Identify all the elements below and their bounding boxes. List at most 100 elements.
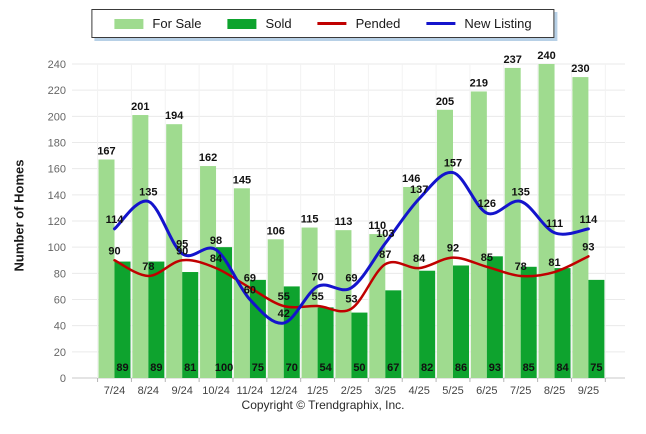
value-label-new-listing: 157 — [444, 158, 462, 170]
value-label-for-sale: 205 — [436, 96, 454, 108]
sold-bar — [520, 266, 537, 378]
sold-bar — [114, 261, 131, 378]
month-label: 7/25 — [510, 385, 531, 397]
value-label-new-listing: 114 — [580, 214, 599, 226]
for-sale-bar — [267, 239, 284, 378]
month-label: 11/24 — [237, 385, 264, 397]
value-label-for-sale: 201 — [131, 101, 149, 113]
value-label-pended: 55 — [278, 291, 290, 303]
for-sale-bar — [403, 186, 420, 378]
value-label-pended: 84 — [413, 253, 426, 265]
y-tick-label: 20 — [54, 347, 66, 359]
value-label-pended: 78 — [142, 261, 154, 273]
sold-bar — [317, 307, 334, 378]
month-label: 6/25 — [476, 385, 497, 397]
for-sale-bar — [538, 64, 555, 378]
value-label-pended: 85 — [481, 252, 493, 264]
value-label-sold: 82 — [421, 362, 433, 374]
legend-item-new-listing: New Listing — [426, 16, 532, 31]
value-label-sold: 84 — [556, 362, 569, 374]
legend-item-sold: Sold — [227, 16, 292, 31]
value-label-sold: 75 — [252, 362, 264, 374]
value-label-pended: 81 — [548, 257, 560, 269]
for-sale-bar — [369, 234, 386, 378]
y-tick-label: 240 — [48, 59, 66, 71]
value-label-sold: 100 — [215, 362, 233, 374]
sold-bar — [216, 247, 233, 378]
y-tick-label: 220 — [48, 85, 66, 97]
pended-line — [113, 255, 590, 313]
legend-label: Pended — [355, 16, 401, 31]
value-label-pended: 92 — [447, 243, 459, 255]
value-label-pended: 90 — [176, 245, 188, 257]
month-label: 8/24 — [138, 385, 159, 397]
value-label-for-sale: 237 — [504, 54, 522, 66]
y-tick-label: 120 — [48, 216, 66, 228]
copyright-text: Copyright © Trendgraphix, Inc. — [241, 398, 405, 412]
value-label-for-sale: 115 — [301, 214, 319, 226]
for-sale-bar — [98, 159, 115, 378]
sold-bar — [453, 265, 469, 378]
value-label-pended: 93 — [582, 241, 594, 253]
month-label: 9/25 — [578, 385, 599, 397]
value-label-for-sale: 219 — [470, 77, 488, 89]
legend-label: Sold — [265, 16, 292, 31]
sold-bar — [182, 272, 199, 378]
value-label-new-listing: 103 — [376, 228, 394, 240]
value-label-pended: 53 — [345, 294, 357, 306]
sold-bar — [588, 279, 605, 378]
value-label-new-listing: 135 — [139, 186, 157, 198]
value-label-new-listing: 126 — [478, 198, 496, 210]
y-tick-label: 60 — [54, 295, 66, 307]
month-label: 8/25 — [544, 385, 565, 397]
value-label-sold: 86 — [455, 362, 467, 374]
new-listing-line — [113, 171, 590, 325]
value-label-for-sale: 194 — [165, 110, 184, 122]
y-tick-label: 100 — [48, 242, 66, 254]
month-label: 9/24 — [171, 385, 192, 397]
value-label-sold: 85 — [523, 362, 535, 374]
value-label-for-sale: 162 — [199, 152, 217, 164]
value-label-pended: 69 — [244, 273, 256, 285]
legend-item-for-sale: For Sale — [114, 16, 202, 31]
y-tick-label: 160 — [48, 164, 66, 176]
y-axis-title: Number of Homes — [11, 159, 27, 272]
value-label-for-sale: 146 — [402, 173, 420, 185]
month-label: 10/24 — [202, 385, 230, 397]
value-label-sold: 50 — [353, 362, 365, 374]
legend-label: For Sale — [152, 16, 202, 31]
value-label-for-sale: 106 — [267, 225, 285, 237]
value-label-for-sale: 240 — [537, 50, 555, 62]
value-label-sold: 54 — [319, 362, 332, 374]
value-label-sold: 70 — [286, 362, 298, 374]
value-label-new-listing: 114 — [106, 214, 125, 226]
value-label-sold: 81 — [184, 362, 196, 374]
legend-line-icon-2 — [317, 22, 347, 25]
value-label-new-listing: 135 — [512, 186, 530, 198]
value-label-new-listing: 60 — [244, 285, 256, 297]
value-label-new-listing: 95 — [176, 239, 188, 251]
legend-line-icon-3 — [426, 22, 456, 25]
month-label: 3/25 — [375, 385, 396, 397]
value-label-new-listing: 98 — [210, 235, 222, 247]
value-label-for-sale: 110 — [368, 220, 386, 232]
value-label-new-listing: 111 — [546, 218, 563, 230]
month-label: 7/24 — [104, 385, 125, 397]
sold-bar — [554, 268, 571, 378]
value-label-new-listing: 137 — [410, 184, 428, 196]
y-tick-label: 180 — [48, 138, 66, 150]
month-label: 2/25 — [341, 385, 362, 397]
sold-bar — [486, 256, 503, 378]
value-label-sold: 75 — [590, 362, 602, 374]
for-sale-bar — [572, 77, 589, 378]
for-sale-bar — [335, 230, 352, 378]
y-tick-label: 80 — [54, 268, 66, 280]
sold-bar — [419, 270, 436, 378]
chart-legend: For Sale Sold Pended New Listing — [91, 9, 555, 38]
month-label: 5/25 — [442, 385, 463, 397]
value-label-pended: 90 — [108, 245, 120, 257]
value-label-new-listing: 42 — [278, 308, 290, 320]
for-sale-bar — [132, 115, 149, 379]
